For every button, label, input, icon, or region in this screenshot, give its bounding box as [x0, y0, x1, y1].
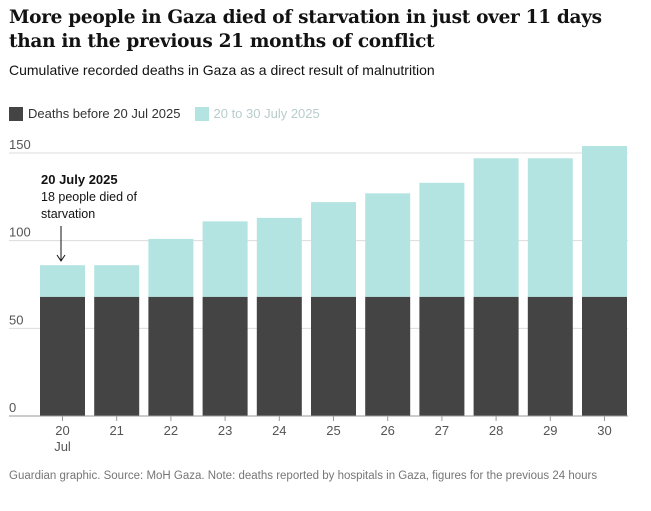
y-tick-label: 100	[9, 225, 31, 240]
x-tick-label: 28	[489, 423, 503, 438]
chart-footer: Guardian graphic. Source: MoH Gaza. Note…	[9, 470, 598, 482]
bar-segment-before	[202, 296, 248, 416]
bar-segment-before	[419, 296, 465, 416]
bar-segment-recent	[473, 158, 519, 297]
bar-segment-recent	[582, 145, 627, 297]
legend-item-before: Deaths before 20 Jul 2025	[9, 106, 181, 121]
x-tick-label: 23	[218, 423, 232, 438]
chart-title: More people in Gaza died of starvation i…	[9, 7, 602, 52]
bar-segment-recent	[527, 158, 573, 297]
legend: Deaths before 20 Jul 2025 20 to 30 July …	[9, 106, 334, 121]
y-tick-label: 50	[9, 312, 23, 327]
chart-subtitle: Cumulative recorded deaths in Gaza as a …	[9, 62, 435, 78]
legend-label-before: Deaths before 20 Jul 2025	[28, 106, 181, 121]
bar-segment-before	[582, 296, 627, 416]
bar-segment-recent	[256, 217, 302, 297]
legend-label-recent: 20 to 30 July 2025	[213, 106, 320, 121]
bar-segment-recent	[40, 265, 85, 297]
bars	[40, 145, 627, 416]
annotation-date: 20 July 2025	[41, 172, 118, 187]
x-tick-label: 29	[543, 423, 557, 438]
annotation: 20 July 2025 18 people died of starvatio…	[41, 172, 137, 262]
bar-segment-before	[365, 296, 411, 416]
x-tick-label: 21	[109, 423, 123, 438]
bar-segment-recent	[365, 193, 411, 297]
x-tick-label: 27	[435, 423, 449, 438]
bar-segment-before	[148, 296, 194, 416]
bar-segment-before	[473, 296, 519, 416]
bar-segment-before	[256, 296, 302, 416]
x-tick-label: 20	[55, 423, 69, 438]
legend-swatch-before	[9, 106, 23, 121]
bar-segment-before	[311, 296, 356, 416]
legend-item-recent: 20 to 30 July 2025	[194, 106, 320, 121]
annotation-line-2: starvation	[41, 207, 95, 221]
bar-segment-before	[94, 296, 140, 416]
x-tick-label: 30	[597, 423, 611, 438]
x-tick-label: 22	[164, 423, 178, 438]
bar-segment-recent	[419, 182, 465, 297]
bar-segment-recent	[202, 221, 248, 297]
legend-swatch-recent	[194, 106, 209, 121]
bar-segment-before	[527, 296, 573, 416]
bar-segment-before	[40, 296, 85, 416]
x-tick-label: 26	[380, 423, 394, 438]
y-tick-label: 0	[9, 400, 16, 415]
x-tick-label: 24	[272, 423, 286, 438]
y-axis-ticks: 0 50 100 150	[9, 137, 31, 415]
y-tick-label: 150	[9, 137, 31, 152]
x-tick-sublabel: Jul	[54, 439, 71, 454]
annotation-arrow-head	[56, 254, 66, 262]
annotation-line-1: 18 people died of	[41, 190, 137, 204]
bar-segment-recent	[311, 202, 356, 297]
bar-segment-recent	[94, 265, 140, 297]
bar-segment-recent	[148, 238, 194, 297]
x-tick-label: 25	[326, 423, 340, 438]
